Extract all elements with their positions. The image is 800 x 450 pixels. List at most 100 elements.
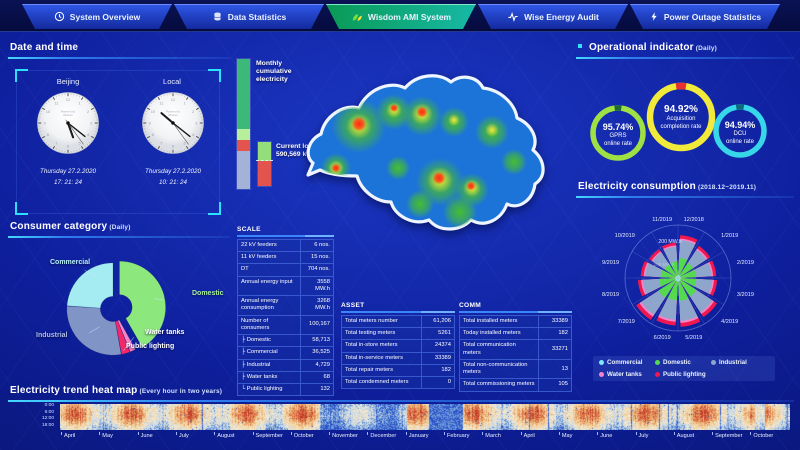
legend-item-industrial: Industrial bbox=[711, 359, 767, 366]
month-tick bbox=[329, 432, 331, 435]
row-label: Total communication meters bbox=[460, 340, 539, 359]
svg-text:100 MW.h: 100 MW.h bbox=[654, 262, 675, 267]
row-label: Total in-service meters bbox=[342, 352, 422, 364]
corner-bracket bbox=[208, 202, 221, 215]
row-label: ├ Water tanks bbox=[238, 371, 301, 384]
region-heatmap bbox=[306, 74, 545, 231]
legend-dot bbox=[655, 371, 660, 377]
svg-text:Wisdom: Wisdom bbox=[63, 113, 74, 117]
svg-text:7: 7 bbox=[55, 141, 58, 146]
legend-dot bbox=[655, 360, 660, 366]
month-tick bbox=[214, 432, 216, 435]
hour-label: 18:00 bbox=[41, 422, 54, 428]
tab-data-statistics[interactable]: Data Statistics bbox=[174, 4, 324, 29]
bar-segment bbox=[258, 161, 271, 186]
month-tick bbox=[99, 432, 101, 435]
asset-table-header: ASSET bbox=[341, 302, 365, 309]
month-label: June bbox=[140, 433, 153, 439]
svg-text:10: 10 bbox=[151, 109, 156, 114]
row-label: Total meters number bbox=[342, 316, 422, 328]
datetime-section-title: Date and time bbox=[10, 42, 78, 53]
current-load-bar bbox=[258, 142, 271, 186]
row-value: 0 bbox=[447, 379, 451, 386]
row-label: ├ Industrial bbox=[238, 359, 301, 371]
tab-power-outage-statistics[interactable]: Power Outage Statistics bbox=[630, 4, 780, 29]
svg-text:7: 7 bbox=[160, 141, 163, 146]
svg-text:3/2019: 3/2019 bbox=[737, 292, 754, 298]
operational-section-title: Operational indicator (Daily) bbox=[578, 42, 717, 53]
svg-text:2/2019: 2/2019 bbox=[737, 260, 754, 266]
operational-underline bbox=[576, 57, 794, 59]
svg-text:5: 5 bbox=[183, 141, 186, 146]
row-value: 3558 MW.h bbox=[315, 278, 330, 292]
datetime-underline bbox=[8, 57, 230, 59]
table-row: Total condemned meters 0 bbox=[341, 377, 455, 390]
svg-text:12: 12 bbox=[66, 97, 71, 102]
pulse-icon bbox=[507, 11, 519, 22]
svg-text:8: 8 bbox=[47, 132, 50, 137]
svg-text:12: 12 bbox=[171, 97, 176, 102]
row-value: 100,167 bbox=[309, 321, 330, 328]
svg-text:1: 1 bbox=[78, 100, 81, 105]
month-tick bbox=[175, 432, 177, 435]
row-value: 704 nos. bbox=[307, 266, 330, 273]
table-row: 22 kV feeders 6 nos. bbox=[237, 239, 334, 253]
table-row: Total testing meters 5261 bbox=[341, 328, 455, 341]
month-tick bbox=[61, 432, 62, 435]
month-label: June bbox=[600, 433, 613, 439]
month-label: January bbox=[408, 433, 429, 439]
svg-text:11/2019: 11/2019 bbox=[652, 217, 672, 223]
row-label: Total condemned meters bbox=[342, 377, 422, 389]
row-label: Total non-communication meters bbox=[460, 359, 539, 379]
bar-segment bbox=[258, 142, 271, 162]
tab-wise-energy-audit[interactable]: Wise Energy Audit bbox=[478, 4, 628, 29]
row-label: Number of consumers bbox=[238, 315, 301, 335]
current-load-label: Current load 590,569 kW bbox=[276, 143, 317, 159]
table-row: Total repair meters 182 bbox=[341, 364, 455, 378]
table-row: Annual energy consumption 3268 MW.h bbox=[237, 296, 334, 316]
table-row: ├ Domestic 58,713 bbox=[237, 335, 334, 348]
bar-segment bbox=[237, 139, 250, 152]
table-row: Total communication meters 33271 bbox=[459, 340, 572, 360]
row-label: Annual energy input bbox=[238, 276, 301, 296]
datetime-panel: Beijing Local 1 2 3 4 5 6 7 8 9 10 11 12 Powered by W… bbox=[15, 69, 221, 215]
svg-text:5: 5 bbox=[78, 141, 81, 146]
month-label: February bbox=[447, 433, 470, 439]
table-row: Total non-communication meters 13 bbox=[459, 359, 572, 380]
comm-table: COMM Total installed meters 33389 Today in… bbox=[459, 302, 572, 392]
pie-label-domestic: Domestic bbox=[192, 290, 224, 297]
month-label: March bbox=[485, 433, 501, 439]
table-row: Total in-store meters 24374 bbox=[341, 340, 455, 353]
clock-icon bbox=[54, 11, 65, 22]
svg-text:5/2019: 5/2019 bbox=[685, 335, 702, 341]
pie-label-commercial: Commercial bbox=[50, 259, 91, 266]
svg-text:11: 11 bbox=[54, 100, 59, 105]
tab-system-overview[interactable]: System Overview bbox=[22, 4, 172, 29]
row-value: 61,206 bbox=[433, 318, 451, 324]
consumption-section-title: Electricity consumption (2018.12~2019.11) bbox=[578, 181, 757, 192]
svg-text:10/2019: 10/2019 bbox=[615, 233, 635, 239]
consumption-legend: Commercial Domestic Industrial Water tanks P… bbox=[593, 356, 775, 381]
comm-table-header: COMM bbox=[459, 302, 482, 309]
table-row: ├ Commercial 36,525 bbox=[237, 347, 334, 360]
clock-name-beijing: Beijing bbox=[56, 77, 80, 86]
row-label: Today installed meters bbox=[460, 328, 539, 340]
svg-text:6: 6 bbox=[67, 144, 70, 149]
pie-label-public-lighting: Public lighting bbox=[126, 343, 175, 350]
row-value: 24374 bbox=[434, 342, 451, 349]
month-tick bbox=[597, 432, 599, 435]
scale-table-header: SCALE bbox=[237, 226, 261, 233]
row-value: 182 bbox=[558, 330, 568, 337]
tab-wisdom-ami-system[interactable]: Wisdom AMI System bbox=[326, 4, 476, 29]
svg-text:2: 2 bbox=[192, 109, 195, 114]
current-load-value: 590,569 kW bbox=[276, 151, 313, 159]
row-value: 33271 bbox=[551, 346, 568, 353]
trend-section-title: Electricity trend heat map (Every hour in… bbox=[10, 385, 223, 396]
legend-dot bbox=[599, 371, 604, 377]
gauges bbox=[590, 82, 767, 161]
row-label: Total commissioning meters bbox=[460, 379, 539, 391]
month-label: August bbox=[676, 433, 695, 439]
svg-text:Wisdom: Wisdom bbox=[168, 113, 179, 117]
